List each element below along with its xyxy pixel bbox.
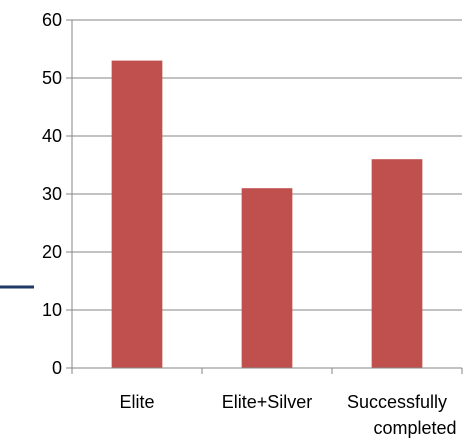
bar-elite-silver: [241, 188, 293, 368]
labels: 0 10 20 30 40 50 60 Elite Elite+Silver Successful…: [42, 10, 457, 438]
bar-successfully-completed: [371, 159, 423, 368]
x-tick-label: Successfully completed: [347, 392, 457, 438]
y-tick-label: 20: [42, 242, 62, 262]
y-tick-label: 0: [52, 358, 62, 378]
x-tick-label: Elite: [119, 392, 154, 412]
y-tick-label: 40: [42, 126, 62, 146]
bar-elite: [111, 60, 163, 368]
y-tick-label: 10: [42, 300, 62, 320]
bars: [111, 60, 423, 368]
y-tick-label: 60: [42, 10, 62, 30]
x-tick-label: Elite+Silver: [222, 392, 313, 412]
axes: [66, 19, 463, 374]
y-tick-label: 30: [42, 184, 62, 204]
y-tick-label: 50: [42, 68, 62, 88]
